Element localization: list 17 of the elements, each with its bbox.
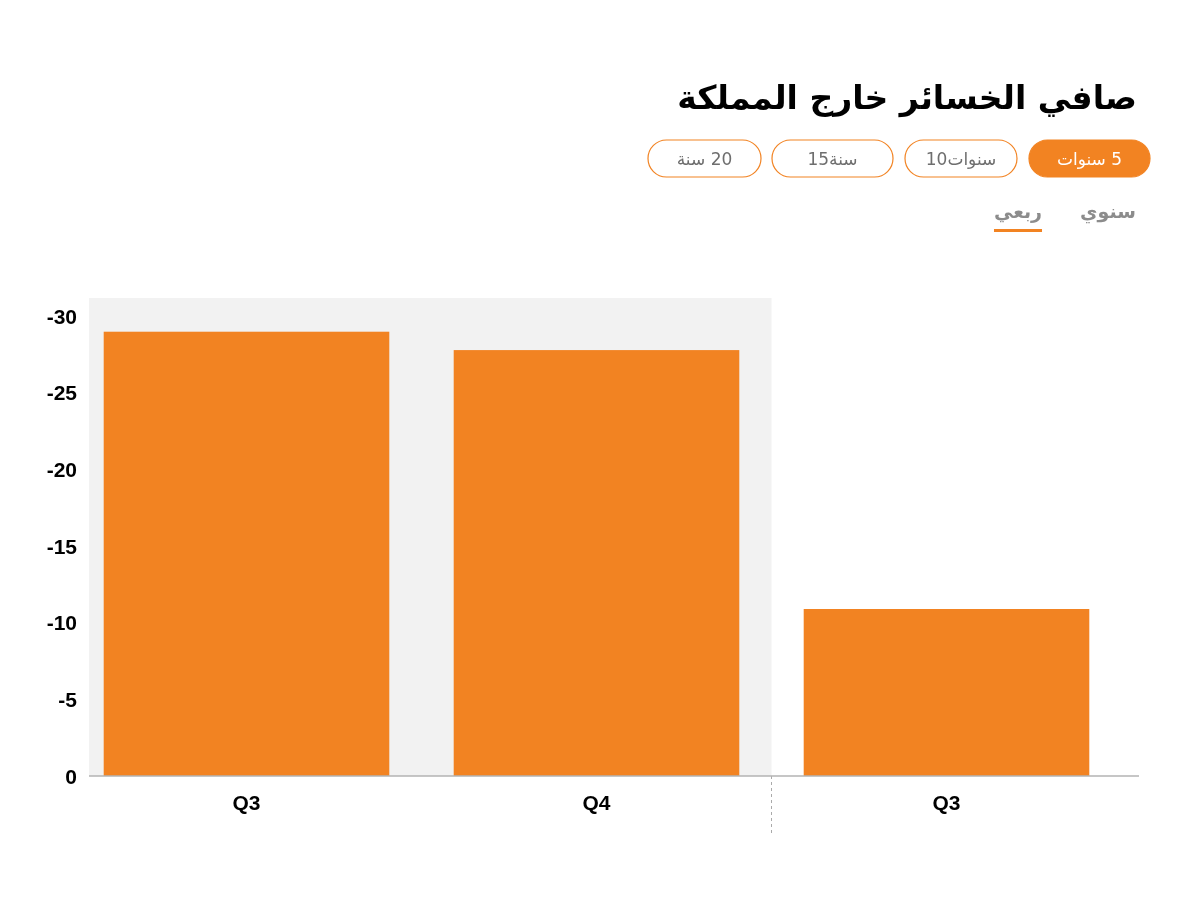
text: 5 سنوات — [1056, 148, 1123, 169]
text: سنوات10 — [925, 148, 997, 169]
y-tick-label: -20 — [46, 458, 77, 482]
y-tick-label: -30 — [46, 304, 77, 328]
y-tick-label: -10 — [46, 611, 77, 635]
chart-title: صافي الخسائر خارج المملكة — [677, 77, 1137, 118]
text: سنوي — [1080, 200, 1136, 224]
y-tick-label: -5 — [58, 687, 78, 711]
y-tick-label: -25 — [46, 381, 78, 405]
y-tick-label: -15 — [46, 534, 78, 558]
x-tick-label: Q3 — [932, 790, 961, 814]
y-tick-label: 0 — [65, 764, 77, 788]
text: 20 سنة — [676, 148, 733, 169]
text: سنة15 — [807, 148, 858, 169]
x-tick-label: Q4 — [582, 790, 611, 814]
text: ربعي — [993, 200, 1043, 223]
x-tick-label: Q3 — [232, 790, 261, 814]
